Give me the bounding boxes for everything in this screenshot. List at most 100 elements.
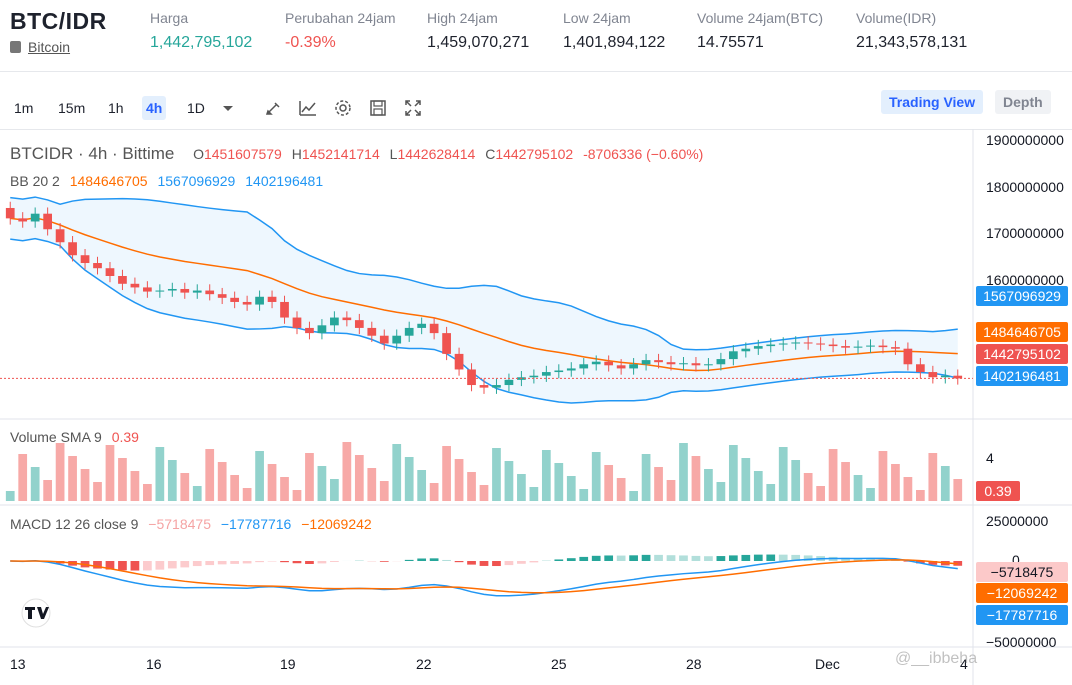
macd-hist-bar — [93, 561, 102, 569]
tab-trading-view[interactable]: Trading View — [881, 90, 984, 114]
volume-bar — [267, 464, 277, 501]
candle-body — [654, 360, 663, 363]
macd-hist-bar — [192, 561, 202, 567]
volume-bar — [454, 459, 464, 501]
candle-body — [629, 364, 638, 369]
timeframe-4h[interactable]: 4h — [142, 96, 167, 120]
volume-bar — [591, 452, 601, 501]
volume-label: Volume SMA 9 — [10, 429, 102, 445]
candle-body — [704, 364, 713, 366]
volume-bar — [604, 465, 614, 501]
volume-bar — [30, 467, 40, 501]
macd-hist-bar — [641, 554, 651, 561]
chart-area[interactable] — [0, 129, 1072, 685]
macd-hist-bar — [417, 558, 427, 561]
candle-body — [940, 375, 950, 378]
candle-body — [280, 301, 289, 318]
price-axis-label: 1700000000 — [986, 225, 1064, 241]
macd-hist-bar — [155, 561, 165, 570]
volume-bar — [492, 448, 501, 501]
volume-value: 0.39 — [111, 429, 139, 445]
macd-hist-bar — [205, 561, 215, 566]
candle-body — [379, 335, 389, 344]
price-chart[interactable] — [0, 129, 1072, 685]
macd-axis-label: 25000000 — [986, 513, 1049, 529]
macd-axis-label: 0 — [1012, 552, 1020, 568]
macd-hist-tag: −5718475 — [976, 562, 1068, 582]
stat-label: Low 24jam — [563, 10, 631, 26]
volume-bar — [691, 456, 701, 501]
volume-bar — [43, 480, 52, 501]
macd-hist-bar — [579, 556, 589, 561]
stat-1: Perubahan 24jam -0.39% — [285, 10, 396, 52]
volume-bar — [504, 461, 514, 501]
candle-body — [292, 317, 302, 328]
candle-body — [928, 372, 938, 378]
volume-bar — [467, 472, 476, 501]
macd-hist-bar — [280, 561, 289, 563]
volume-bar — [891, 464, 900, 501]
bb-upper-line — [10, 196, 958, 351]
drawing-tool-icon[interactable] — [264, 98, 284, 118]
volume-bar — [629, 491, 638, 501]
timeframe-1m[interactable]: 1m — [14, 100, 34, 116]
low-value: 1442628414 — [397, 146, 476, 162]
volume-bar — [616, 478, 626, 501]
macd-hist-bar — [429, 558, 439, 561]
volume-bar — [93, 482, 102, 501]
save-icon[interactable] — [368, 98, 388, 118]
macd-hist-bar — [330, 561, 339, 562]
low-label: L — [389, 146, 398, 162]
x-axis-label: Dec — [815, 656, 840, 672]
volume-bar — [903, 477, 913, 501]
candle-body — [5, 207, 15, 219]
volume-bar — [791, 460, 801, 501]
chevron-down-icon[interactable] — [218, 98, 238, 118]
candle-body — [267, 296, 277, 302]
volume-bar — [878, 451, 888, 501]
macd-signal-line — [10, 559, 958, 594]
macd-hist-bar — [791, 554, 801, 561]
macd-hist-bar — [654, 554, 663, 561]
candle-body — [541, 372, 551, 376]
x-axis-label: 19 — [280, 656, 296, 672]
high-value: 1452141714 — [301, 146, 380, 162]
indicators-icon[interactable] — [298, 98, 318, 118]
candle-body — [30, 213, 40, 222]
volume-bar — [155, 447, 165, 501]
volume-bar — [317, 466, 327, 501]
stat-label: Perubahan 24jam — [285, 10, 396, 26]
candle-body — [93, 263, 102, 269]
volume-bar — [641, 454, 651, 501]
candle-body — [392, 335, 402, 344]
fullscreen-icon[interactable] — [403, 98, 423, 118]
candle-body — [778, 343, 788, 345]
volume-bar — [940, 466, 950, 501]
macd-hist-bar — [728, 555, 738, 561]
coin-link[interactable]: Bitcoin — [28, 39, 71, 55]
candle-body — [417, 323, 427, 328]
volume-bar — [541, 450, 551, 501]
macd-hist-bar — [529, 561, 539, 563]
macd-hist-bar — [492, 561, 501, 567]
gear-icon[interactable] — [333, 98, 353, 118]
volume-bar — [192, 486, 202, 501]
tab-depth[interactable]: Depth — [995, 90, 1051, 114]
timeframe-15m[interactable]: 15m — [58, 100, 86, 116]
volume-bar — [105, 445, 115, 501]
timeframe-1h[interactable]: 1h — [108, 100, 124, 116]
stat-4: Volume 24jam(BTC) 14.75571 — [697, 10, 823, 52]
macd-axis-label: −50000000 — [986, 634, 1057, 650]
volume-bar — [392, 444, 402, 501]
macd-hist-bar — [143, 561, 152, 571]
macd-hist-bar — [928, 561, 938, 565]
price-axis-label: 1600000000 — [986, 272, 1064, 288]
tradingview-logo-icon[interactable] — [16, 598, 56, 628]
candle-body — [354, 320, 364, 328]
candle-body — [130, 283, 140, 288]
macd-hist-bar — [404, 559, 414, 561]
candle-body — [791, 342, 801, 344]
timeframe-1D[interactable]: 1D — [187, 100, 205, 116]
candle-body — [679, 363, 688, 365]
stat-0: Harga 1,442,795,102 — [150, 10, 252, 52]
